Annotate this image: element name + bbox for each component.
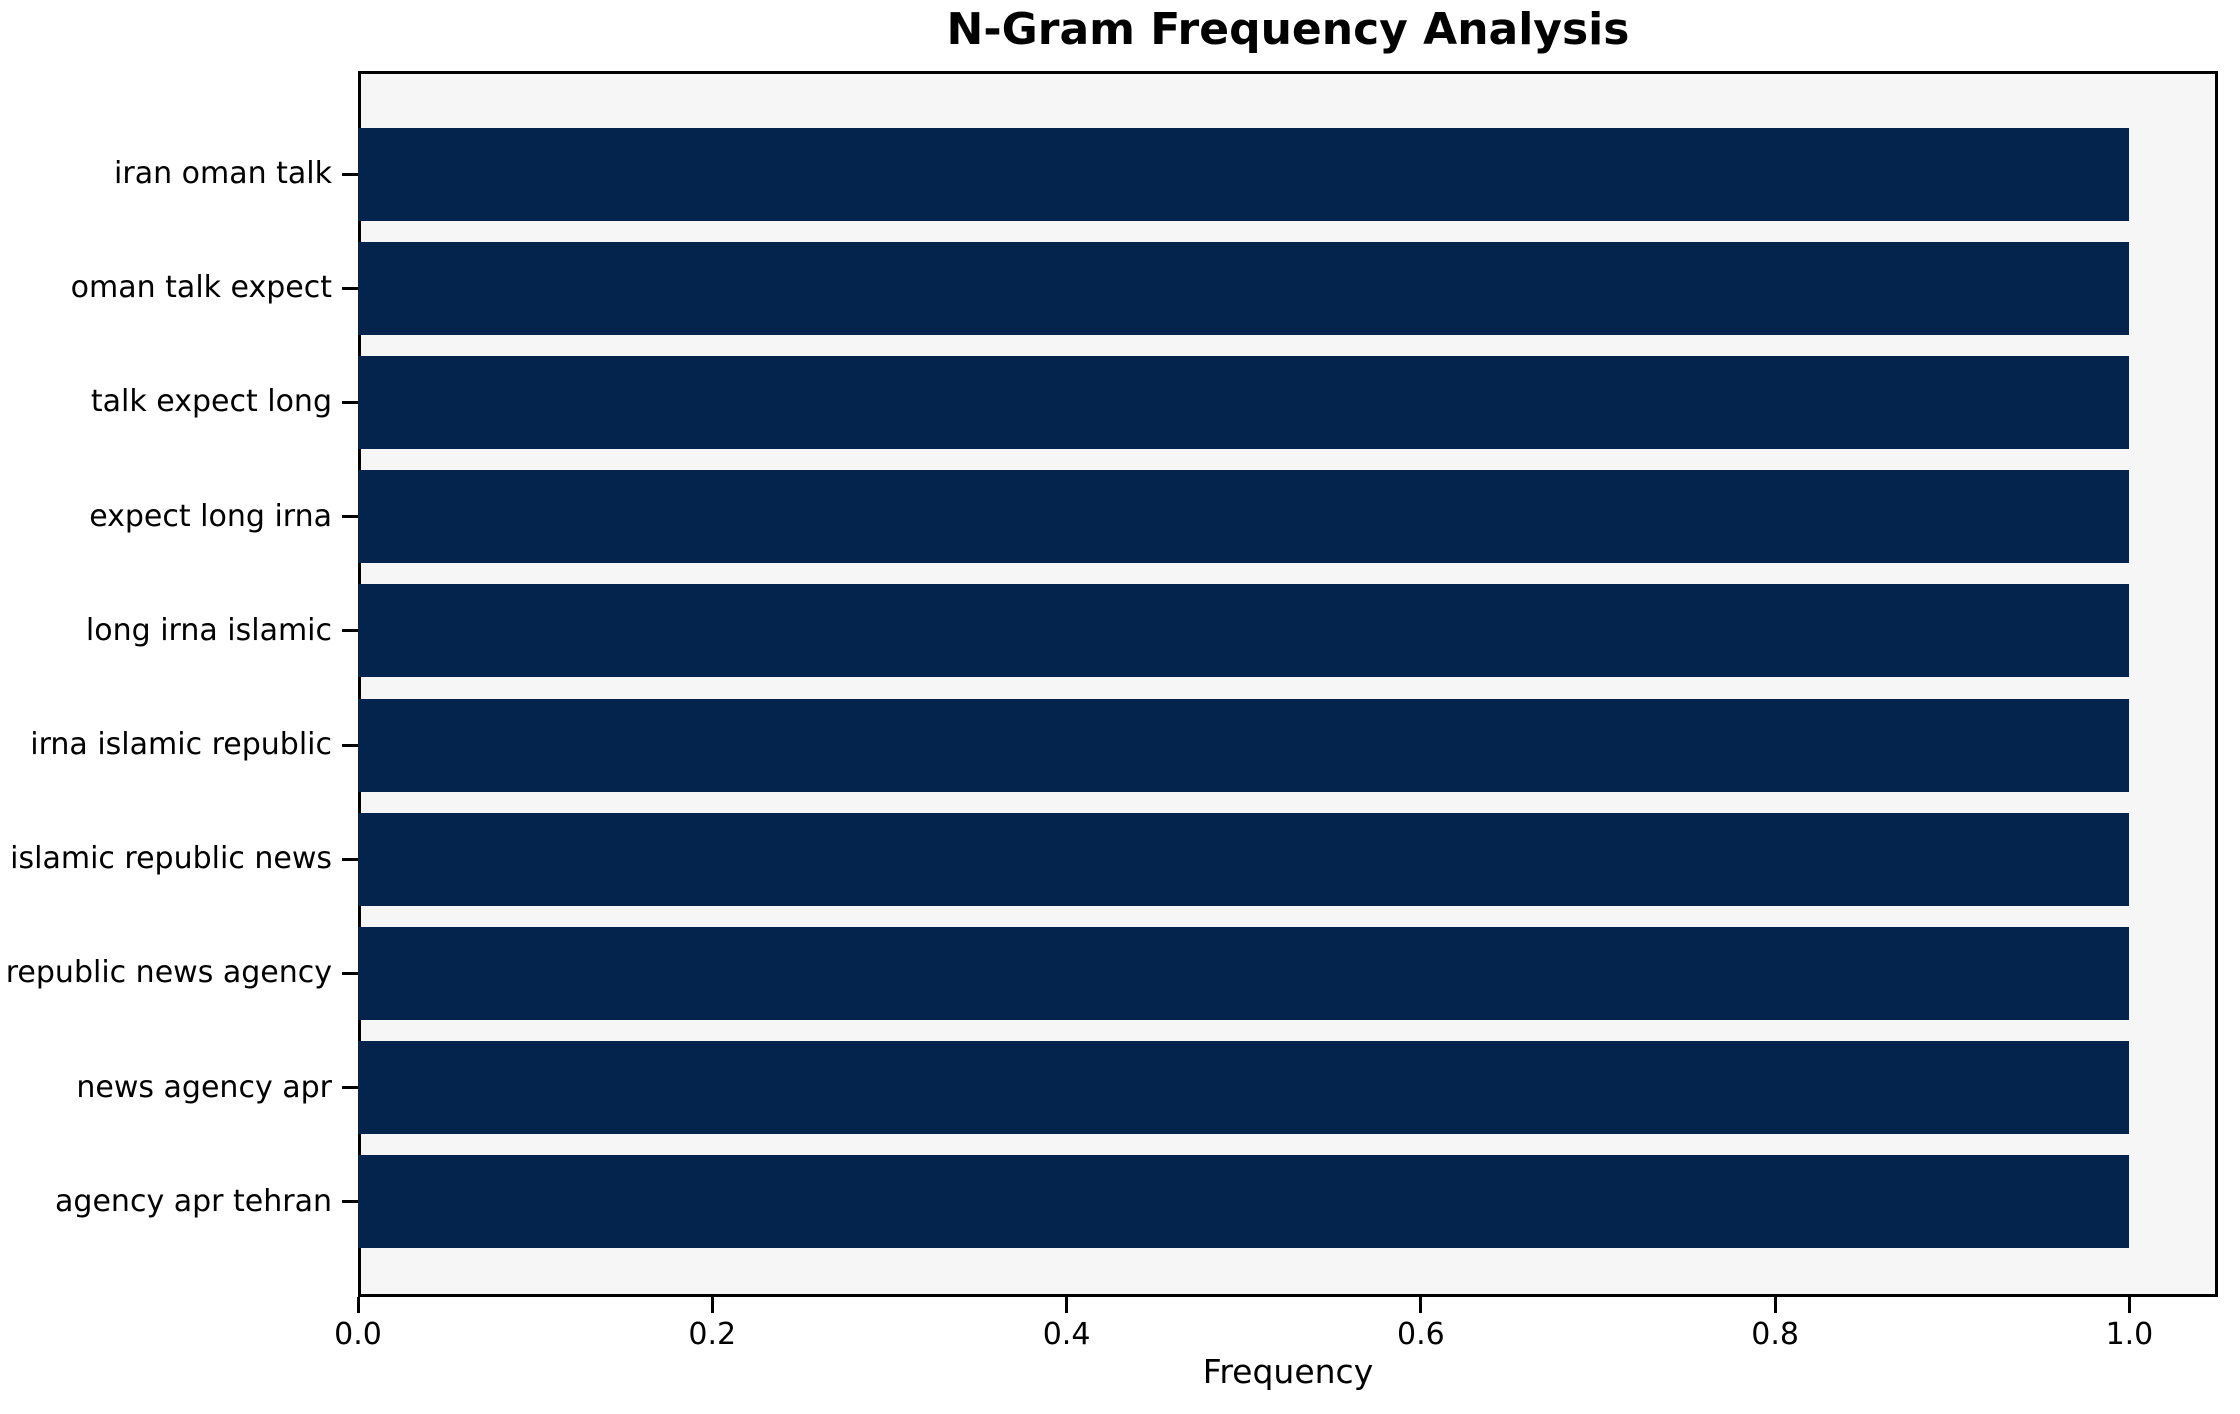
bar <box>358 812 2130 906</box>
y-tick <box>342 629 358 633</box>
y-tick-label: irna islamic republic <box>30 727 332 762</box>
y-tick <box>342 172 358 176</box>
bar <box>358 355 2130 449</box>
y-tick <box>342 286 358 290</box>
bar <box>358 470 2130 564</box>
bar <box>358 127 2130 221</box>
chart-title: N-Gram Frequency Analysis <box>946 4 1630 55</box>
x-tick-label: 0.0 <box>334 1317 382 1352</box>
x-tick-label: 0.8 <box>1751 1317 1799 1352</box>
y-tick <box>342 515 358 519</box>
bar <box>358 926 2130 1020</box>
x-tick <box>710 1297 714 1313</box>
bar <box>358 1155 2130 1249</box>
y-tick <box>342 857 358 861</box>
y-tick <box>342 1086 358 1090</box>
y-tick <box>342 743 358 747</box>
y-tick-label: talk expect long <box>90 384 332 420</box>
y-tick-label: iran oman talk <box>114 156 332 191</box>
x-tick <box>1773 1297 1777 1313</box>
y-tick-label: long irna islamic <box>85 612 332 648</box>
x-tick-label: 0.4 <box>1042 1317 1091 1352</box>
y-tick-label: islamic republic news <box>10 841 332 877</box>
y-tick-label: expect long irna <box>89 498 332 534</box>
bar <box>358 241 2130 335</box>
bar <box>358 584 2130 678</box>
y-tick-label: news agency apr <box>76 1069 332 1105</box>
y-tick <box>342 971 358 975</box>
y-tick <box>342 1200 358 1204</box>
x-tick-label: 0.6 <box>1396 1317 1445 1352</box>
bar <box>358 1041 2130 1135</box>
x-tick <box>1065 1297 1069 1313</box>
x-tick-label: 1.0 <box>2105 1317 2154 1352</box>
y-tick-label: oman talk expect <box>70 270 332 306</box>
y-tick <box>342 400 358 404</box>
x-tick-label: 0.2 <box>688 1317 737 1352</box>
bar <box>358 698 2130 792</box>
x-axis-label: Frequency <box>1202 1352 1374 1391</box>
x-tick <box>356 1297 360 1313</box>
y-tick-label: agency apr tehran <box>55 1183 332 1219</box>
x-tick <box>2127 1297 2131 1313</box>
x-tick <box>1419 1297 1423 1313</box>
y-tick-label: republic news agency <box>5 955 332 991</box>
